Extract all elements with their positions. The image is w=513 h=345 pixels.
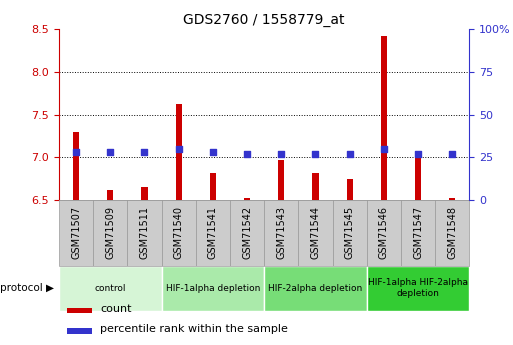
Bar [244,198,250,200]
Text: GSM71546: GSM71546 [379,206,389,259]
Bar [367,200,401,266]
Bar [332,200,367,266]
Bar [127,200,162,266]
Point [277,151,285,157]
Point [311,151,320,157]
Text: protocol ▶: protocol ▶ [0,283,54,293]
Text: control: control [94,284,126,293]
Text: GSM71507: GSM71507 [71,206,81,259]
Point [380,146,388,152]
Point [174,146,183,152]
Bar [59,200,93,266]
Bar [278,160,284,200]
Text: count: count [100,304,131,314]
Bar [230,200,264,266]
Text: GSM71544: GSM71544 [310,206,321,259]
Bar [435,200,469,266]
Point [448,151,457,157]
Bar [142,187,148,200]
Bar [415,157,421,200]
Bar [367,266,469,311]
Bar [67,308,92,313]
Text: GSM71548: GSM71548 [447,206,457,259]
Bar [196,200,230,266]
Text: GSM71541: GSM71541 [208,206,218,259]
Bar [264,266,367,311]
Text: GSM71543: GSM71543 [277,206,286,259]
Text: GSM71545: GSM71545 [345,206,354,259]
Bar [401,200,435,266]
Bar [73,132,79,200]
Text: HIF-1alpha depletion: HIF-1alpha depletion [166,284,260,293]
Point [414,151,422,157]
Bar [175,105,182,200]
Text: percentile rank within the sample: percentile rank within the sample [100,324,288,334]
Text: GSM71511: GSM71511 [140,206,149,259]
Text: GSM71540: GSM71540 [174,206,184,259]
Bar [162,266,264,311]
Bar [312,173,319,200]
Title: GDS2760 / 1558779_at: GDS2760 / 1558779_at [184,13,345,27]
Text: GSM71542: GSM71542 [242,206,252,259]
Bar [93,200,127,266]
Bar [210,173,216,200]
Point [141,149,149,155]
Text: HIF-2alpha depletion: HIF-2alpha depletion [268,284,363,293]
Point [243,151,251,157]
Point [72,149,80,155]
Bar [162,200,196,266]
Bar [381,36,387,200]
Point [106,149,114,155]
Bar [264,200,299,266]
Text: GSM71547: GSM71547 [413,206,423,259]
Text: GSM71509: GSM71509 [105,206,115,259]
Bar [347,179,353,200]
Bar [449,198,456,200]
Bar [59,266,162,311]
Bar [299,200,332,266]
Point [209,149,217,155]
Bar [107,190,113,200]
Bar [67,328,92,334]
Point [346,151,354,157]
Text: HIF-1alpha HIF-2alpha
depletion: HIF-1alpha HIF-2alpha depletion [368,278,468,298]
